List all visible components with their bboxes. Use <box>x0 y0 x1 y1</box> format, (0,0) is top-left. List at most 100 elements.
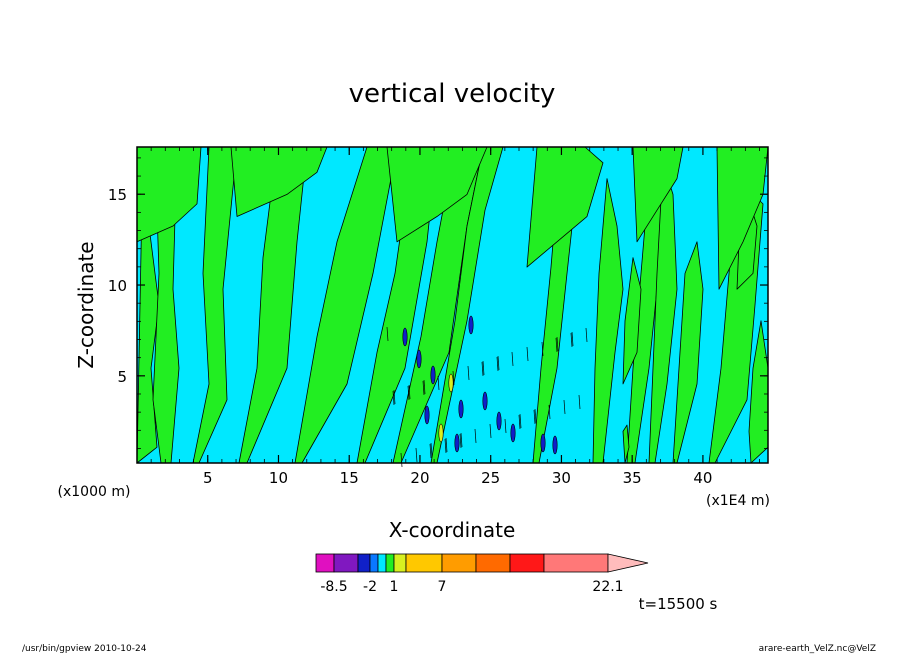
footer-left: /usr/bin/gpview 2010-10-24 <box>22 644 147 654</box>
y-axis-label: Z-coordinate <box>74 241 98 368</box>
colorbar-label: 22.1 <box>592 579 623 595</box>
time-label: t=15500 s <box>639 595 718 613</box>
contour-speck <box>458 399 464 419</box>
x-tick-label: 30 <box>552 469 571 487</box>
colorbar-segment <box>393 553 407 573</box>
positive-region <box>622 424 630 464</box>
contour-line <box>423 379 426 395</box>
y-tick-label: 10 <box>108 277 127 295</box>
y-tick-label: 15 <box>108 186 127 204</box>
chart-title: vertical velocity <box>349 79 556 109</box>
contour-line <box>511 351 514 367</box>
contour-line <box>393 389 396 405</box>
colorbar-segment <box>377 553 387 573</box>
x-tick-label: 15 <box>340 469 359 487</box>
contour-line <box>408 384 411 400</box>
contour-line <box>504 418 507 434</box>
colorbar-segment <box>369 553 379 573</box>
contour-speck <box>482 391 488 411</box>
colorbar-label: 1 <box>390 579 399 595</box>
contour-line <box>400 452 403 468</box>
colorbar-segment <box>315 553 335 573</box>
footer-right: arare-earth_VelZ.nc@VelZ <box>759 644 876 654</box>
contour-speck <box>552 435 558 455</box>
contour-line <box>430 442 433 458</box>
colorbar-segment <box>357 553 371 573</box>
contour-speck <box>540 433 546 453</box>
contour-specks <box>386 315 588 468</box>
contour-speck <box>416 349 422 369</box>
contour-line <box>407 385 410 401</box>
x-tick-label: 5 <box>203 469 213 487</box>
x-tick-label: 25 <box>481 469 500 487</box>
contour-line <box>548 404 551 420</box>
contour-line <box>489 423 492 439</box>
x-tick-label: 35 <box>623 469 642 487</box>
contour-line <box>452 370 455 386</box>
contour-speck <box>430 365 436 385</box>
contour-line <box>496 356 499 372</box>
contour-line <box>556 336 559 352</box>
x-axis-ticks: 5 10 15 20 25 30 35 40 <box>150 147 760 487</box>
contour-line <box>533 409 536 425</box>
contour-line <box>541 341 544 357</box>
colorbar <box>315 553 649 573</box>
x-tick-label: 20 <box>410 469 429 487</box>
y-tick-label: 5 <box>117 368 127 386</box>
contour-line <box>460 432 463 448</box>
contour-line <box>519 413 522 429</box>
contour-line <box>563 399 566 415</box>
contour-line <box>518 414 521 430</box>
positive-region <box>386 146 488 243</box>
contour-line <box>555 337 558 353</box>
contour-line <box>444 438 447 454</box>
contour-line <box>429 443 432 459</box>
contour-speck <box>468 315 474 335</box>
contour-speck <box>496 411 502 431</box>
contour-line <box>482 360 485 376</box>
colorbar-label: -2 <box>363 579 377 595</box>
contour-line <box>526 346 529 362</box>
contour-line <box>467 365 470 381</box>
contour-speck <box>448 373 454 393</box>
x-axis-label: X-coordinate <box>389 518 516 542</box>
contour-line <box>386 326 389 342</box>
colorbar-segment <box>441 553 477 573</box>
contour-line <box>392 390 395 406</box>
contour-line <box>570 332 573 348</box>
contour-line <box>422 380 425 396</box>
contour-line <box>585 327 588 343</box>
colorbar-segment <box>475 553 511 573</box>
x-tick-label: 10 <box>269 469 288 487</box>
contour-line <box>459 433 462 449</box>
positive-region <box>592 178 624 464</box>
contour-line <box>571 331 574 347</box>
contour-line <box>534 408 537 424</box>
contour-speck <box>438 423 444 443</box>
colorbar-segment <box>405 553 443 573</box>
contour-line <box>445 437 448 453</box>
colorbar-arrow <box>607 553 649 573</box>
positive-region <box>632 146 684 243</box>
contour-line <box>578 394 581 410</box>
contour-speck <box>510 423 516 443</box>
colorbar-label: -8.5 <box>320 579 347 595</box>
contour-line <box>497 355 500 371</box>
plot-frame <box>136 146 769 464</box>
contour-line <box>415 447 418 463</box>
x-unit-right: (x1E4 m) <box>706 493 770 509</box>
colorbar-labels: -8.5 -2 1 7 22.1 <box>320 579 623 595</box>
colorbar-segment <box>543 553 609 573</box>
contour-line <box>474 428 477 444</box>
plot-area: 5 10 15 20 25 30 35 40 5 10 15 <box>108 146 769 487</box>
contour-line <box>481 361 484 377</box>
colorbar-segment <box>509 553 545 573</box>
positive-region <box>672 241 704 464</box>
contour-speck <box>424 405 430 425</box>
colorbar-label: 7 <box>438 579 447 595</box>
positive-region <box>716 146 769 290</box>
contour-line <box>437 375 440 391</box>
contour-speck <box>402 327 408 347</box>
x-tick-label: 40 <box>693 469 712 487</box>
